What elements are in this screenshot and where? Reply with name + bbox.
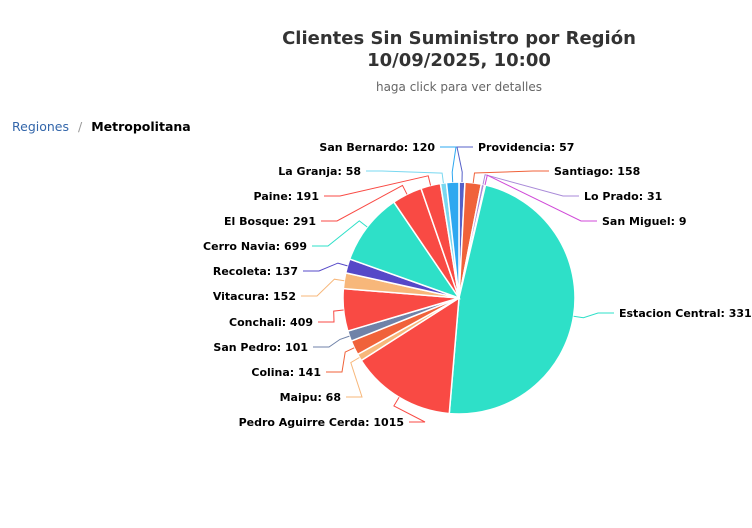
label-connectors	[301, 146, 614, 423]
pie-slice-cerro-navia[interactable]	[348, 200, 461, 300]
data-label-vitacura: Vitacura: 152	[213, 290, 296, 303]
chart-title-line1: Clientes Sin Suministro por Región	[282, 28, 636, 49]
connector-lo-prado	[482, 174, 579, 197]
connector-recoleta	[303, 262, 348, 272]
data-label-santiago: Santiago: 158	[554, 165, 640, 178]
data-label-el-bosque: El Bosque: 291	[224, 215, 316, 228]
data-label-conchali: Conchali: 409	[229, 316, 313, 329]
connector-san-pedro	[313, 335, 350, 348]
connector-san-bernardo	[440, 146, 457, 183]
breadcrumb-current: Metropolitana	[91, 119, 191, 134]
data-label-paine: Paine: 191	[254, 190, 319, 203]
connector-la-granja	[366, 170, 444, 184]
chart-title-line2: 10/09/2025, 10:00	[367, 50, 551, 71]
data-label-recoleta: Recoleta: 137	[213, 265, 298, 278]
data-label-colina: Colina: 141	[251, 366, 321, 379]
data-labels: Providencia: 57 Santiago: 158 Lo Prado: 31…	[203, 141, 752, 429]
connector-estacion-central	[573, 312, 614, 319]
connector-paine	[324, 175, 432, 197]
connector-pedro-aguirre-cerda	[393, 397, 426, 423]
connector-providencia	[456, 146, 473, 183]
chart-title: Clientes Sin Suministro por Región 10/09…	[200, 28, 718, 72]
data-label-san-bernardo: San Bernardo: 120	[319, 141, 435, 154]
data-label-lo-prado: Lo Prado: 31	[584, 190, 662, 203]
breadcrumb-regiones-link[interactable]: Regiones	[12, 119, 69, 134]
breadcrumb: Regiones / Metropolitana	[12, 119, 191, 135]
pie-slice-estacion-central[interactable]	[448, 184, 576, 415]
data-label-pedro-aguirre-cerda: Pedro Aguirre Cerda: 1015	[239, 416, 404, 429]
connector-cerro-navia	[312, 220, 368, 247]
data-label-la-granja: La Granja: 58	[278, 165, 361, 178]
breadcrumb-separator: /	[78, 119, 83, 134]
connector-el-bosque	[321, 184, 408, 222]
data-label-san-pedro: San Pedro: 101	[213, 341, 308, 354]
connector-colina	[326, 347, 355, 373]
data-label-maipu: Maipu: 68	[280, 391, 341, 404]
chart-subtitle: haga click para ver detalles	[375, 80, 543, 94]
connector-santiago	[472, 170, 549, 183]
connector-san-miguel	[484, 174, 597, 222]
data-label-san-miguel: San Miguel: 9	[602, 215, 687, 228]
connector-maipu	[346, 357, 363, 398]
pie-slices	[342, 181, 576, 415]
connector-conchali	[318, 309, 344, 323]
data-label-providencia: Providencia: 57	[478, 141, 574, 154]
connector-vitacura	[301, 278, 345, 297]
data-label-estacion-central: Estacion Central: 3313	[619, 307, 752, 320]
data-label-cerro-navia: Cerro Navia: 699	[203, 240, 307, 253]
